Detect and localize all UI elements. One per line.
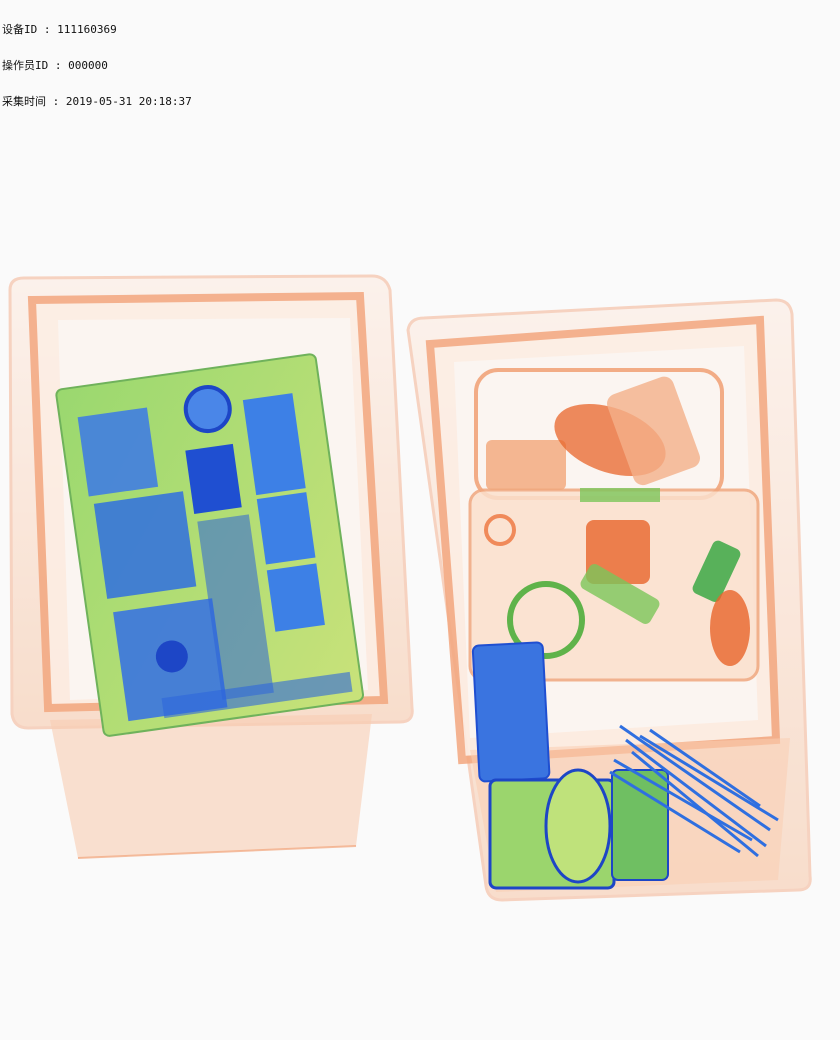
circuit-board-object: [56, 354, 364, 737]
